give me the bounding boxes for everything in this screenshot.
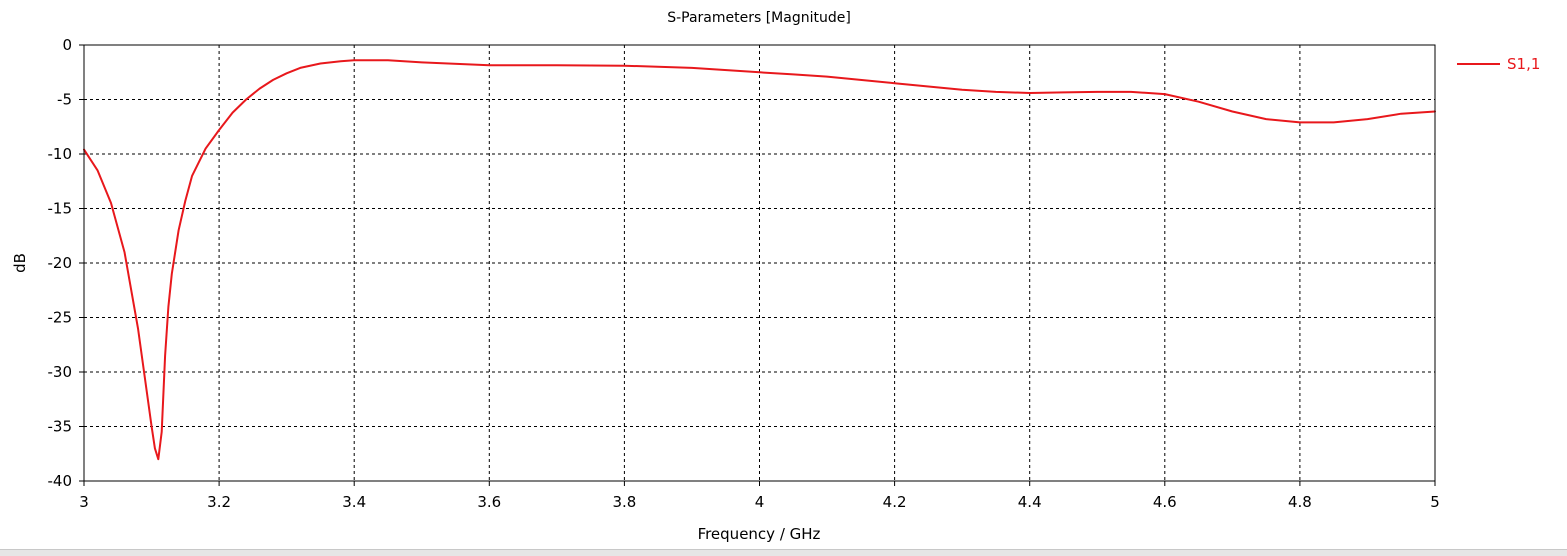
y-tick-label: -10 [48,145,73,163]
x-tick-label: 3.2 [207,493,231,511]
series-layer [83,59,1436,461]
x-tick-label: 4.4 [1018,493,1042,511]
legend-label: S1,1 [1507,55,1540,73]
x-tick-label: 3 [79,493,89,511]
x-tick-label: 4.8 [1288,493,1312,511]
chart-title: S-Parameters [Magnitude] [667,10,851,26]
y-tick-label: -20 [48,254,73,272]
window-bottom-strip [0,549,1567,556]
x-tick-label: 3.4 [342,493,366,511]
y-axis-ticks: 0 -5 -10 -15 -20 -25 -30 -35 -40 [48,36,84,490]
x-tick-label: 5 [1430,493,1440,511]
y-axis-label: dB [11,253,29,273]
x-axis-ticks: 3 3.2 3.4 3.6 3.8 4 4.2 4.4 4.6 4.8 5 [79,481,1440,511]
y-tick-label: 0 [62,36,72,54]
x-axis-label: Frequency / GHz [698,525,821,543]
x-tick-label: 3.8 [612,493,636,511]
x-tick-label: 4.6 [1153,493,1177,511]
series-line-s11 [83,59,1436,461]
x-tick-label: 4.2 [883,493,907,511]
y-tick-label: -40 [48,472,73,490]
y-tick-label: -35 [48,418,73,436]
grid-lines [84,45,1435,481]
x-tick-label: 4 [755,493,765,511]
y-tick-label: -25 [48,309,73,327]
y-tick-label: -30 [48,363,73,381]
legend: S1,1 [1457,55,1540,73]
x-tick-label: 3.6 [477,493,501,511]
y-tick-label: -5 [57,91,72,109]
y-tick-label: -15 [48,200,73,218]
